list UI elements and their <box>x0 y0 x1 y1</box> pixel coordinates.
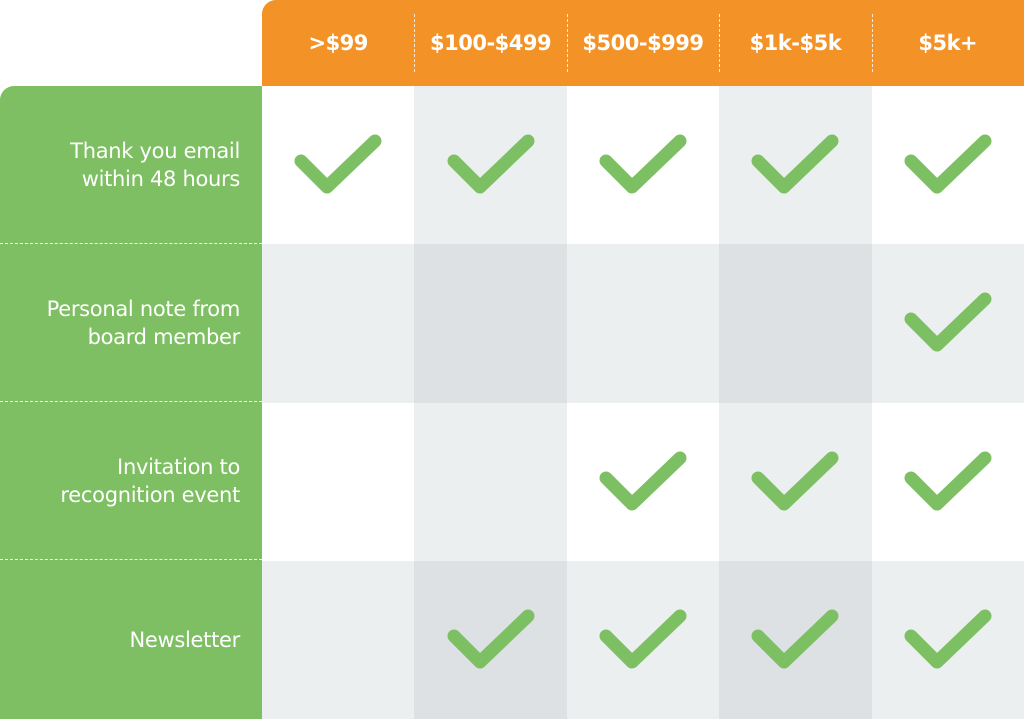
checkmark-icon <box>751 134 839 194</box>
label-line: Personal note from <box>46 297 241 321</box>
column-header: $1k-$5k <box>719 0 871 86</box>
grid-cell <box>871 86 1024 245</box>
grid-cell <box>719 244 872 403</box>
checkmark-icon <box>599 134 687 194</box>
label-line: board member <box>87 325 241 349</box>
checkmark-icon <box>904 134 992 194</box>
label-line: Thank you email <box>70 139 240 163</box>
grid-cell <box>566 86 720 245</box>
grid-cell <box>262 86 415 245</box>
grid-cell <box>566 244 720 403</box>
tier-header: >$99 $100-$499 $500-$999 $1k-$5k $5k+ <box>262 0 1024 86</box>
grid-cell <box>719 402 872 561</box>
benefits-grid <box>262 86 1024 719</box>
checkmark-icon <box>904 451 992 511</box>
grid-cell <box>871 244 1024 403</box>
column-header: $100-$499 <box>414 0 566 86</box>
label-line: Newsletter <box>129 628 240 652</box>
row-label: Personal note from board member <box>0 244 262 402</box>
checkmark-icon <box>904 292 992 352</box>
row-label: Thank you email within 48 hours <box>0 86 262 244</box>
checkmark-icon <box>904 609 992 669</box>
checkmark-icon <box>447 609 535 669</box>
grid-cell <box>719 560 872 719</box>
row-label: Invitation to recognition event <box>0 402 262 560</box>
checkmark-icon <box>751 451 839 511</box>
grid-cell <box>871 560 1024 719</box>
grid-cell <box>414 86 567 245</box>
grid-cell <box>262 560 415 719</box>
row-label: Newsletter <box>0 561 240 719</box>
grid-cell <box>414 560 567 719</box>
checkmark-icon <box>599 451 687 511</box>
checkmark-icon <box>294 134 382 194</box>
label-line: within 48 hours <box>81 167 241 191</box>
column-header: $500-$999 <box>566 0 719 86</box>
grid-cell <box>566 560 720 719</box>
column-header: >$99 <box>308 31 368 55</box>
label-line: recognition event <box>60 483 240 507</box>
grid-cell <box>566 402 720 561</box>
grid-cell <box>871 402 1024 561</box>
grid-cell <box>262 244 415 403</box>
checkmark-icon <box>599 609 687 669</box>
label-line: Invitation to <box>117 455 240 479</box>
checkmark-icon <box>447 134 535 194</box>
column-header: $5k+ <box>871 0 1024 86</box>
grid-cell <box>262 402 415 561</box>
grid-cell <box>719 86 872 245</box>
checkmark-icon <box>751 609 839 669</box>
grid-cell <box>414 244 567 403</box>
row-labels-panel: Thank you email within 48 hours Personal … <box>0 86 262 719</box>
grid-cell <box>414 402 567 561</box>
